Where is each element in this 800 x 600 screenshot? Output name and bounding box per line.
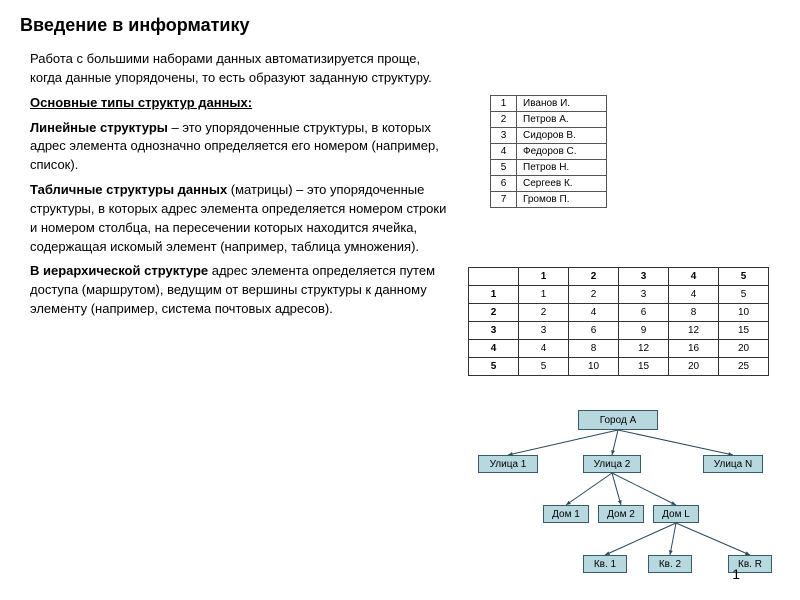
matrix-cell: 5	[469, 358, 519, 376]
table-row: 3Сидоров В.	[491, 128, 607, 144]
list-cell-name: Сидоров В.	[517, 128, 607, 144]
matrix-header-cell	[469, 268, 519, 286]
linear-list-table: 1Иванов И.2Петров А.3Сидоров В.4Федоров …	[490, 95, 607, 208]
matrix-header-cell: 1	[519, 268, 569, 286]
tree-node-stN: Улица N	[703, 455, 763, 473]
tree-node-hL: Дом L	[653, 505, 699, 523]
list-cell-name: Громов П.	[517, 192, 607, 208]
matrix-row: 33691215	[469, 322, 769, 340]
list-cell-num: 7	[491, 192, 517, 208]
tree-node-city: Город А	[578, 410, 658, 430]
matrix-cell: 12	[619, 340, 669, 358]
linear-term: Линейные структуры	[30, 120, 168, 135]
tree-node-st2: Улица 2	[583, 455, 641, 473]
list-cell-name: Сергеев К.	[517, 176, 607, 192]
matrix-cell: 25	[719, 358, 769, 376]
page-number: 1	[732, 566, 740, 582]
matrix-cell: 5	[719, 286, 769, 304]
linear-para: Линейные структуры – это упорядоченные с…	[30, 119, 450, 176]
list-cell-num: 6	[491, 176, 517, 192]
matrix-cell: 8	[669, 304, 719, 322]
tree-node-h1: Дом 1	[543, 505, 589, 523]
matrix-cell: 2	[569, 286, 619, 304]
matrix-cell: 10	[569, 358, 619, 376]
list-cell-num: 2	[491, 112, 517, 128]
list-cell-name: Петров Н.	[517, 160, 607, 176]
tabular-para: Табличные структуры данных (матрицы) – э…	[30, 181, 450, 256]
multiplication-matrix: 1234511234522468103369121544812162055101…	[468, 267, 769, 376]
matrix-cell: 15	[719, 322, 769, 340]
matrix-header-cell: 4	[669, 268, 719, 286]
matrix-cell: 20	[719, 340, 769, 358]
list-cell-num: 1	[491, 96, 517, 112]
matrix-header-cell: 3	[619, 268, 669, 286]
matrix-cell: 10	[719, 304, 769, 322]
matrix-cell: 20	[669, 358, 719, 376]
list-cell-num: 4	[491, 144, 517, 160]
hier-term: В иерархической структуре	[30, 263, 208, 278]
matrix-cell: 16	[669, 340, 719, 358]
matrix-cell: 6	[619, 304, 669, 322]
intro-text: Работа с большими наборами данных автома…	[30, 50, 450, 88]
matrix-cell: 3	[619, 286, 669, 304]
matrix-cell: 2	[519, 304, 569, 322]
hier-para: В иерархической структуре адрес элемента…	[30, 262, 450, 319]
matrix-cell: 8	[569, 340, 619, 358]
table-row: 5Петров Н.	[491, 160, 607, 176]
matrix-cell: 4	[469, 340, 519, 358]
text-column: Работа с большими наборами данных автома…	[30, 50, 450, 325]
tree-node-a2: Кв. 2	[648, 555, 692, 573]
matrix-cell: 4	[569, 304, 619, 322]
matrix-cell: 9	[619, 322, 669, 340]
matrix-cell: 2	[469, 304, 519, 322]
tabular-term: Табличные структуры данных	[30, 182, 227, 197]
matrix-row: 448121620	[469, 340, 769, 358]
list-cell-num: 3	[491, 128, 517, 144]
matrix-cell: 4	[519, 340, 569, 358]
table-row: 4Федоров С.	[491, 144, 607, 160]
matrix-cell: 1	[519, 286, 569, 304]
matrix-cell: 3	[519, 322, 569, 340]
table-row: 1Иванов И.	[491, 96, 607, 112]
table-row: 6Сергеев К.	[491, 176, 607, 192]
matrix-cell: 6	[569, 322, 619, 340]
matrix-cell: 3	[469, 322, 519, 340]
table-row: 7Громов П.	[491, 192, 607, 208]
table-row: 2Петров А.	[491, 112, 607, 128]
page-title: Введение в информатику	[20, 15, 249, 36]
matrix-cell: 1	[469, 286, 519, 304]
matrix-row: 2246810	[469, 304, 769, 322]
tree-node-h2: Дом 2	[598, 505, 644, 523]
tree-node-st1: Улица 1	[478, 455, 538, 473]
matrix-cell: 15	[619, 358, 669, 376]
matrix-header-row: 12345	[469, 268, 769, 286]
list-cell-num: 5	[491, 160, 517, 176]
matrix-cell: 5	[519, 358, 569, 376]
matrix-row: 112345	[469, 286, 769, 304]
matrix-cell: 12	[669, 322, 719, 340]
list-cell-name: Иванов И.	[517, 96, 607, 112]
hierarchy-tree: Город А Улица 1 Улица 2 Улица N Дом 1 Дом 2 До…	[468, 410, 788, 590]
matrix-cell: 4	[669, 286, 719, 304]
list-cell-name: Петров А.	[517, 112, 607, 128]
matrix-header-cell: 5	[719, 268, 769, 286]
matrix-header-cell: 2	[569, 268, 619, 286]
list-cell-name: Федоров С.	[517, 144, 607, 160]
subheading: Основные типы структур данных:	[30, 94, 450, 113]
matrix-row: 5510152025	[469, 358, 769, 376]
tree-node-a1: Кв. 1	[583, 555, 627, 573]
